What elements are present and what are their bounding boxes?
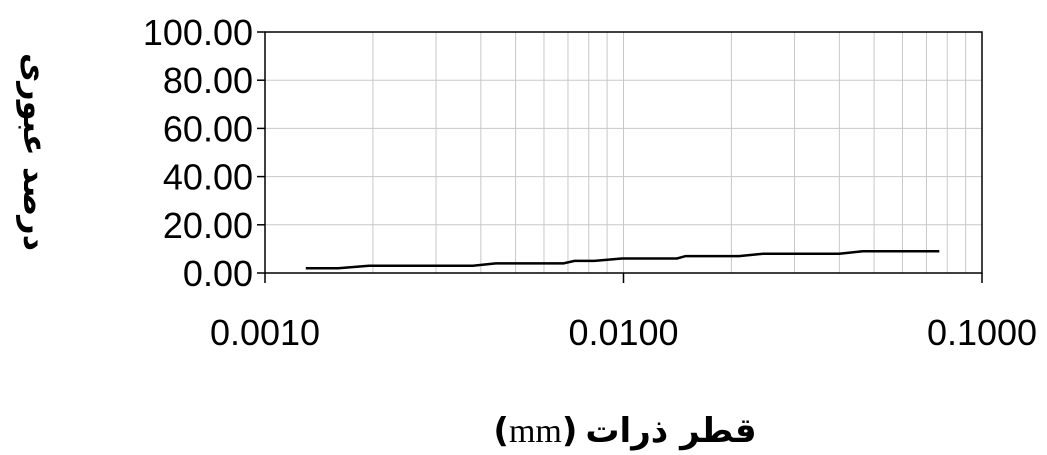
y-tick-label: 20.00	[163, 205, 253, 246]
x-label-paren-close: )	[562, 411, 578, 451]
y-tick-label: 0.00	[183, 253, 253, 294]
series-line	[305, 250, 940, 270]
x-axis-ticks: 0.0010 0.0100 0.1000	[210, 273, 1037, 353]
x-tick-label: 0.0010	[210, 312, 320, 353]
y-tick-label: 60.00	[163, 108, 253, 149]
y-tick-label: 40.00	[163, 157, 253, 198]
x-axis-unit: mm	[509, 413, 562, 450]
y-axis-label: درصد عبوری	[16, 53, 54, 251]
y-axis-ticks: 0.00 20.00 40.00 60.00 80.00 100.00	[143, 12, 265, 294]
x-axis-label: (mm) قطر ذرات	[493, 411, 756, 451]
vertical-gridlines	[264, 32, 983, 273]
x-axis-title: قطر ذرات	[585, 411, 756, 451]
y-tick-label: 80.00	[163, 60, 253, 101]
x-tick-label: 0.0100	[568, 312, 678, 353]
y-tick-label: 100.00	[143, 12, 253, 53]
x-tick-label: 0.1000	[927, 312, 1037, 353]
x-label-paren-open: (	[493, 411, 509, 451]
